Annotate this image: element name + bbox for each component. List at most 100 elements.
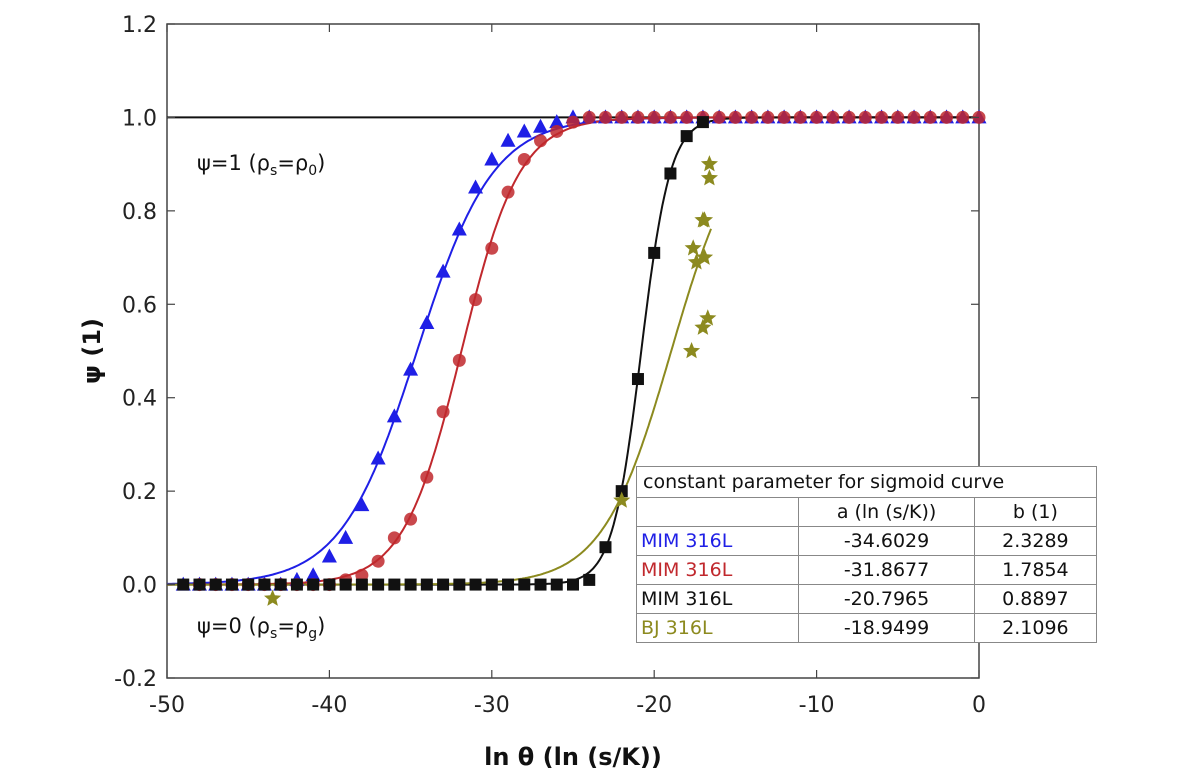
y-tick-label: 0.0	[122, 574, 157, 599]
data-point-circle	[712, 110, 726, 124]
data-point-triangle	[500, 132, 516, 147]
x-tick-label: -40	[311, 693, 347, 718]
data-point-square	[323, 578, 336, 591]
data-point-square	[534, 578, 547, 591]
data-point-circle	[452, 353, 466, 367]
data-point-circle	[631, 110, 645, 124]
data-point-circle	[469, 293, 483, 307]
parameter-table-title: constant parameter for sigmoid curve	[636, 466, 1097, 498]
data-point-circle	[550, 124, 564, 138]
data-point-circle	[566, 115, 580, 129]
y-tick-label: 1.2	[122, 13, 157, 38]
parameter-table-header-row: constant parameter for sigmoid curve	[636, 466, 1097, 498]
data-point-circle	[420, 470, 434, 484]
data-point-triangle	[484, 151, 500, 166]
data-point-triangle	[305, 567, 321, 582]
x-tick-label: -20	[636, 693, 672, 718]
data-point-square	[469, 578, 482, 591]
data-point-circle	[842, 110, 856, 124]
data-point-star	[694, 318, 712, 335]
data-point-circle	[371, 554, 385, 568]
data-point-square	[550, 578, 563, 591]
data-point-circle	[761, 110, 775, 124]
row-b-value: 2.3289	[973, 526, 1098, 556]
data-point-star	[264, 589, 282, 606]
data-point-star	[700, 169, 718, 186]
x-tick-label: -30	[474, 693, 510, 718]
data-point-square	[680, 130, 693, 143]
data-point-square	[648, 246, 661, 259]
row-b-value: 0.8897	[973, 584, 1098, 614]
column-header-sample	[635, 497, 800, 527]
data-point-circle	[891, 110, 905, 124]
y-axis-ticks: -0.2 0.0 0.2 0.4 0.6 0.8 1.0 1.2	[114, 13, 979, 692]
data-point-triangle	[338, 529, 354, 544]
x-axis-title: ln θ (ln (s/K))	[484, 743, 662, 771]
data-point-circle	[810, 110, 824, 124]
data-point-circle	[582, 110, 596, 124]
data-point-star	[684, 239, 702, 256]
table-row: BJ 316L -18.9499 2.1096	[635, 613, 1098, 643]
row-a-value: -34.6029	[798, 526, 975, 556]
table-row: MIM 316L -34.6029 2.3289	[635, 526, 1098, 556]
data-point-square	[599, 541, 612, 554]
data-point-circle	[647, 110, 661, 124]
data-point-square	[583, 573, 596, 586]
data-point-circle	[355, 568, 369, 582]
row-a-value: -31.8677	[798, 555, 975, 585]
parameter-table: constant parameter for sigmoid curve a (…	[635, 466, 1098, 643]
data-point-triangle	[370, 450, 386, 465]
data-point-circle	[793, 110, 807, 124]
table-row: MIM 316L -31.8677 1.7854	[635, 555, 1098, 585]
data-point-circle	[858, 110, 872, 124]
data-point-square	[453, 578, 466, 591]
x-tick-label: 0	[972, 693, 986, 718]
data-point-star	[687, 253, 705, 270]
data-point-square	[404, 578, 417, 591]
data-point-circle	[826, 110, 840, 124]
data-point-triangle	[321, 548, 337, 563]
data-point-star	[700, 155, 718, 172]
table-row: MIM 316L -20.7965 0.8897	[635, 584, 1098, 614]
y-tick-label: -0.2	[114, 667, 157, 692]
data-point-triangle	[419, 314, 435, 329]
data-point-star	[696, 211, 714, 228]
data-point-triangle	[549, 114, 565, 129]
data-point-circle	[745, 110, 759, 124]
data-point-triangle	[354, 497, 370, 512]
parameter-table-column-row: a (ln (s/K)) b (1)	[635, 497, 1098, 527]
data-point-circle	[501, 185, 515, 199]
data-point-circle	[940, 110, 954, 124]
data-point-circle	[387, 531, 401, 545]
data-point-triangle	[533, 118, 549, 133]
data-point-square	[567, 578, 579, 591]
column-header-b: b (1)	[973, 497, 1098, 527]
data-point-square	[372, 578, 385, 591]
y-tick-label: 0.6	[122, 293, 157, 318]
row-b-value: 2.1096	[973, 613, 1098, 643]
data-point-square	[518, 578, 531, 591]
data-point-square	[274, 578, 287, 591]
data-point-circle	[728, 110, 742, 124]
x-tick-label: -50	[149, 693, 185, 718]
data-point-circle	[956, 110, 970, 124]
data-point-circle	[436, 405, 450, 419]
data-point-triangle	[468, 179, 484, 194]
data-point-square	[615, 485, 628, 498]
column-header-a: a (ln (s/K))	[798, 497, 975, 527]
data-markers	[175, 109, 987, 606]
data-point-triangle	[435, 263, 451, 278]
y-tick-label: 0.8	[122, 200, 157, 225]
row-label: MIM 316L	[635, 555, 800, 585]
data-point-circle	[663, 110, 677, 124]
data-point-square	[193, 578, 206, 591]
annotation-psi-0: ψ=0 (ρs=ρg)	[197, 614, 325, 642]
y-tick-label: 1.0	[122, 106, 157, 131]
data-point-square	[388, 578, 401, 591]
data-point-square	[420, 578, 433, 591]
data-point-square	[209, 578, 222, 591]
data-point-square	[339, 578, 352, 591]
row-label: MIM 316L	[635, 526, 800, 556]
data-point-square	[290, 578, 303, 591]
